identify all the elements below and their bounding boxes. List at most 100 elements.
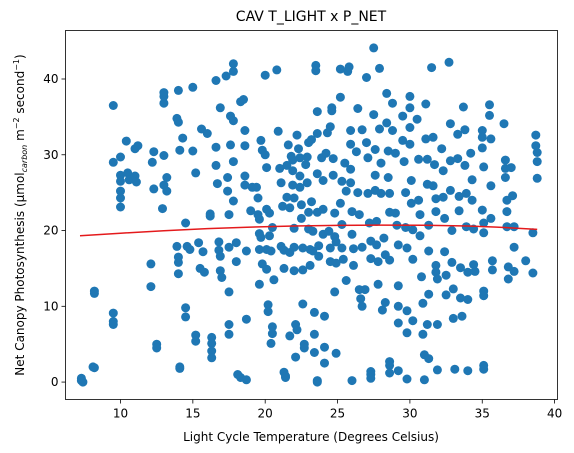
data-point <box>463 366 473 376</box>
data-point <box>373 257 383 267</box>
data-point <box>173 269 183 279</box>
data-point <box>320 342 329 352</box>
data-point <box>262 163 272 173</box>
data-point <box>335 64 345 74</box>
data-point <box>291 352 301 362</box>
data-point <box>393 318 403 328</box>
data-point <box>282 160 292 170</box>
data-point <box>453 154 463 164</box>
data-point <box>360 285 370 295</box>
data-point <box>432 274 442 284</box>
data-point <box>382 118 392 128</box>
data-point <box>307 197 316 207</box>
data-point <box>89 286 99 296</box>
data-point <box>393 281 403 291</box>
data-point <box>406 198 416 208</box>
data-point <box>373 279 383 289</box>
data-point <box>353 188 363 198</box>
data-point <box>308 246 318 256</box>
data-point <box>241 375 251 385</box>
data-point <box>477 143 487 153</box>
data-point <box>121 136 131 146</box>
data-point <box>431 207 441 217</box>
data-point <box>241 314 251 324</box>
data-point <box>383 146 393 156</box>
data-point <box>198 247 208 257</box>
fit-line <box>79 224 538 237</box>
data-point <box>376 188 386 198</box>
data-point <box>340 158 350 168</box>
data-point <box>438 166 448 176</box>
data-point <box>448 313 458 323</box>
data-point <box>308 226 318 236</box>
data-point <box>267 322 277 332</box>
x-tick-label: 40 <box>547 407 562 421</box>
data-point <box>445 185 455 195</box>
data-point <box>318 204 328 214</box>
data-point <box>479 228 489 238</box>
data-point <box>509 242 519 252</box>
data-point <box>309 329 319 339</box>
data-point <box>486 213 496 223</box>
data-point <box>357 301 367 311</box>
data-point <box>325 122 335 132</box>
data-point <box>289 242 299 252</box>
data-point <box>231 257 241 267</box>
data-point <box>212 179 222 189</box>
data-point <box>453 129 463 139</box>
data-point <box>466 148 476 158</box>
data-point <box>328 170 338 180</box>
data-point <box>262 264 272 274</box>
data-point <box>178 133 188 143</box>
data-point <box>240 126 250 135</box>
y-tick-label: 20 <box>43 224 58 238</box>
data-point <box>267 223 277 232</box>
data-point <box>279 263 289 273</box>
data-point <box>289 193 299 203</box>
data-point <box>301 160 311 170</box>
data-point <box>349 244 358 254</box>
data-point <box>375 124 384 134</box>
data-point <box>346 178 356 188</box>
data-point <box>309 307 319 317</box>
data-point <box>320 311 329 321</box>
data-point <box>302 152 312 162</box>
data-point <box>337 220 347 229</box>
data-point <box>335 198 345 208</box>
data-point <box>181 303 191 313</box>
data-point <box>377 305 387 315</box>
data-point <box>294 144 303 154</box>
data-point <box>215 251 225 261</box>
data-point <box>370 170 380 180</box>
data-point <box>288 155 298 165</box>
data-point <box>467 195 477 205</box>
data-point <box>239 95 248 104</box>
data-point <box>379 233 389 243</box>
data-point <box>477 205 487 215</box>
data-point <box>375 63 384 73</box>
x-tick-label: 20 <box>258 407 273 421</box>
data-point <box>312 129 322 138</box>
data-point <box>485 100 494 110</box>
data-point <box>331 237 341 247</box>
data-point <box>254 279 264 289</box>
data-point <box>383 173 393 182</box>
data-point <box>421 134 431 144</box>
data-point <box>159 98 169 108</box>
data-point <box>470 266 480 276</box>
data-point <box>116 186 125 196</box>
data-point <box>406 176 416 185</box>
data-point <box>450 364 460 374</box>
plot-frame <box>65 30 558 400</box>
data-point <box>158 204 167 214</box>
data-point <box>172 241 182 251</box>
data-point <box>456 263 465 273</box>
data-point <box>191 168 201 178</box>
data-point <box>241 246 251 256</box>
data-point <box>477 126 487 135</box>
data-point <box>131 177 141 187</box>
y-axis-ticks: 0 10 20 30 40 <box>43 72 66 389</box>
data-point <box>422 154 432 164</box>
data-point <box>362 73 371 82</box>
data-point <box>479 218 489 228</box>
